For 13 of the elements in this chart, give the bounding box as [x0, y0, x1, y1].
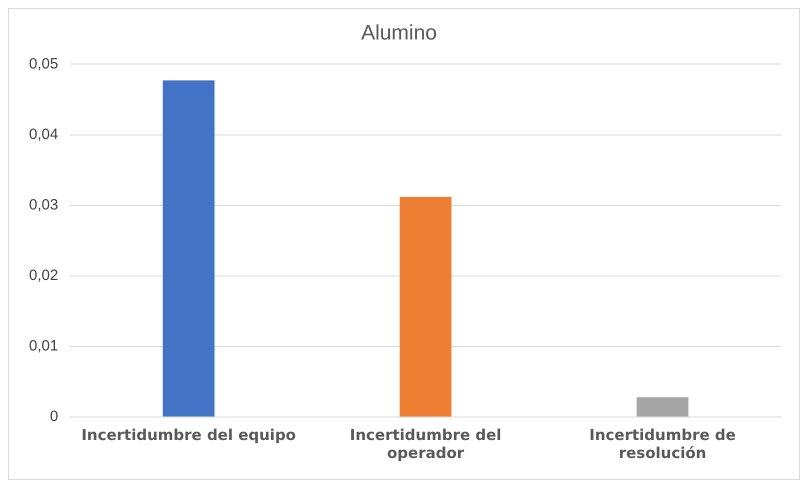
- y-tick-label: 0,01: [28, 338, 58, 355]
- x-tick-label: Incertidumbre de resolución: [589, 426, 736, 462]
- y-tick-label: 0: [50, 408, 58, 426]
- y-tick-label: 0,03: [28, 196, 58, 214]
- bar: [400, 196, 452, 416]
- y-tick-label: 0,02: [28, 267, 58, 284]
- bar: [636, 397, 688, 416]
- y-tick-label: 0,05: [28, 55, 58, 72]
- y-tick-label: 0,04: [28, 126, 58, 143]
- bar: [162, 80, 215, 416]
- x-tick-label: Incertidumbre del operador: [350, 426, 502, 462]
- chart-title: Alumino: [361, 21, 437, 44]
- x-tick-label: Incertidumbre del equipo: [81, 426, 296, 444]
